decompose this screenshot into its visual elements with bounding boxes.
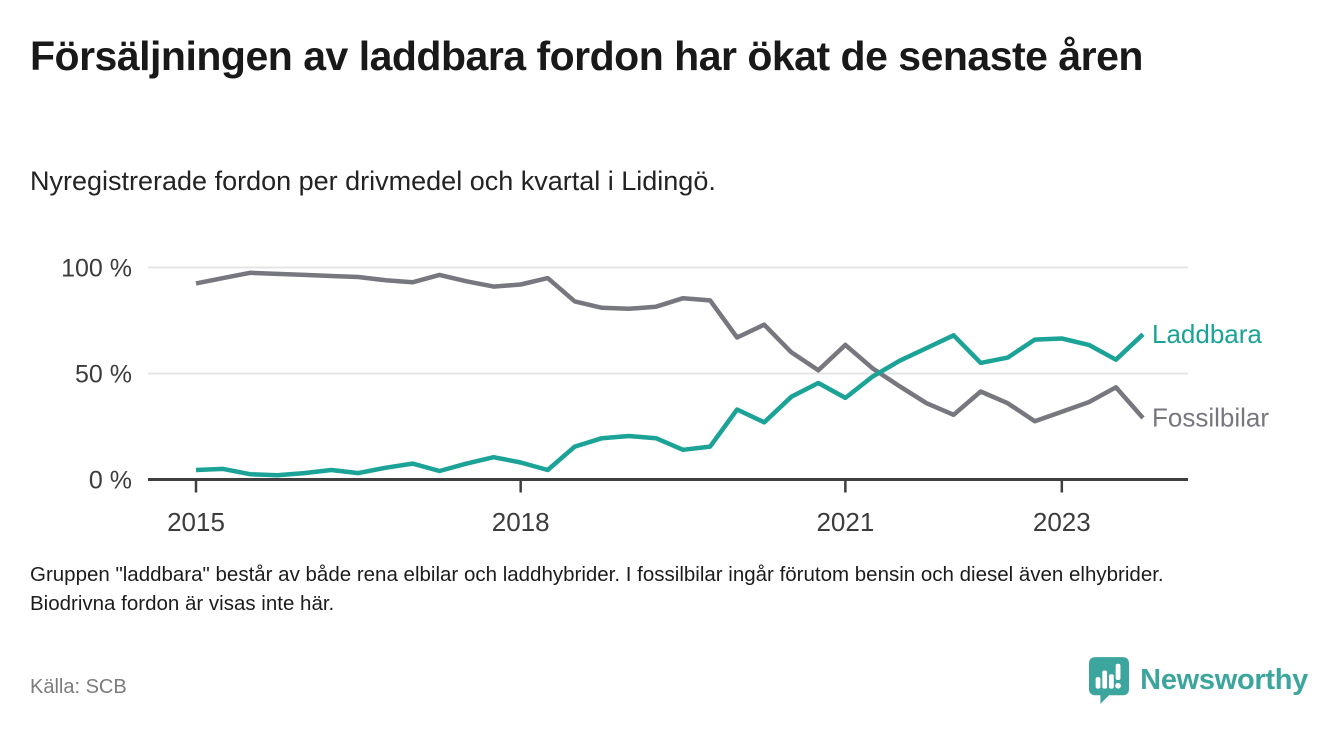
series-label-fossilbilar: Fossilbilar (1152, 403, 1269, 433)
laddbara-line (195, 332, 1145, 478)
newsworthy-logo-icon (1089, 657, 1130, 704)
source-label: Källa: SCB (30, 676, 127, 698)
y-tick-label: 50 % (75, 361, 132, 389)
x-tick-label: 2023 (1033, 507, 1091, 537)
y-tick-label: 100 % (61, 255, 132, 283)
page-title: Försäljningen av laddbara fordon har öka… (30, 33, 1143, 79)
chart-subtitle: Nyregistrerade fordon per drivmedel och … (30, 166, 716, 196)
x-tick-label: 2018 (492, 507, 550, 537)
fossilbilar-line (195, 270, 1145, 424)
newsworthy-branding: Newsworthy (1088, 656, 1308, 705)
logo-bars (1095, 663, 1122, 689)
y-tick-label: 0 % (89, 467, 132, 495)
newsworthy-logo-text: Newsworthy (1140, 664, 1308, 696)
chart-footnote: Gruppen "laddbara" består av både rena e… (30, 563, 1164, 616)
x-tick-label: 2015 (167, 507, 225, 537)
series-label-laddbara: Laddbara (1152, 319, 1262, 349)
x-tick-label: 2021 (816, 507, 874, 537)
